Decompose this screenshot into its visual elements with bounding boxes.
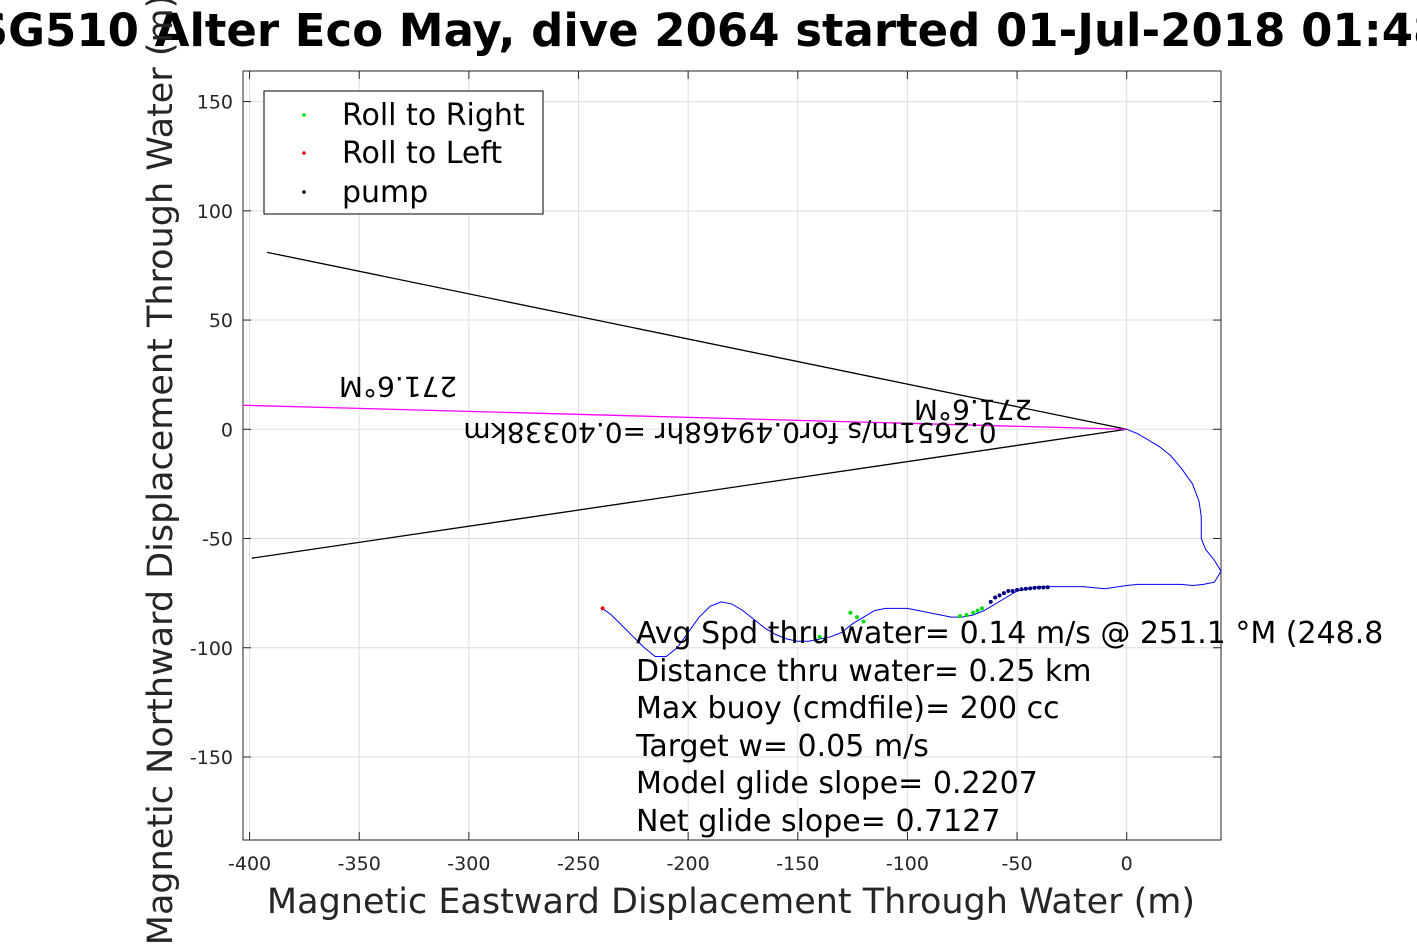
- annotation-avg-speed: Avg Spd thru water= 0.14 m/s @ 251.1 °M …: [636, 616, 1383, 651]
- legend-label-roll-right: Roll to Right: [342, 98, 525, 133]
- x-tick-label: -100: [886, 853, 929, 875]
- y-tick-label: 100: [197, 201, 233, 223]
- pump-point: [997, 593, 1002, 598]
- heading-label-near: 271.6°M: [914, 393, 1032, 426]
- roll-to-right-point: [854, 615, 859, 620]
- annotation-model-glide: Model glide slope= 0.2207: [636, 766, 1038, 801]
- y-tick-label: 150: [197, 92, 233, 114]
- annotation-max-buoy: Max buoy (cmdfile)= 200 cc: [636, 691, 1060, 726]
- cone-upper: [266, 251, 1127, 430]
- pump-point: [1032, 585, 1037, 590]
- annotation-distance: Distance thru water= 0.25 km: [636, 654, 1091, 689]
- pump-point: [1015, 587, 1020, 592]
- cone-lower: [251, 428, 1127, 559]
- flipped-labels: 271.6°M 271.6°M 0.2651m/s for0.49468hr =…: [339, 370, 1032, 449]
- legend: Roll to Right Roll to Left pump: [263, 90, 544, 215]
- pump-point: [1006, 588, 1011, 593]
- heading-line: [242, 404, 1127, 430]
- plot-area-frame: [242, 70, 1222, 841]
- y-tick-label: -50: [202, 529, 233, 551]
- roll-to-right-point: [861, 619, 866, 624]
- roll-to-right-point: [979, 606, 984, 611]
- roll-to-right-point: [958, 614, 963, 619]
- roll-to-right-point: [971, 610, 976, 615]
- pump-point: [993, 595, 998, 600]
- pump-point: [988, 599, 993, 604]
- legend-marker-pump: [302, 190, 306, 194]
- y-axis-label: Magnetic Northward Displacement Through …: [141, 0, 181, 945]
- pump-point: [1023, 586, 1028, 591]
- roll-to-left-point: [600, 606, 605, 611]
- y-tick-label: 50: [209, 310, 233, 332]
- x-tick-label: -250: [557, 853, 600, 875]
- pump-point: [1041, 585, 1046, 590]
- annotation-target-w: Target w= 0.05 m/s: [635, 729, 929, 764]
- legend-label-roll-left: Roll to Left: [342, 136, 502, 171]
- y-tick-label: -150: [190, 747, 233, 769]
- legend-marker-roll-left: [302, 151, 306, 155]
- roll-to-right-point: [848, 610, 853, 615]
- legend-box: [263, 90, 544, 215]
- x-tick-label: -50: [1002, 853, 1033, 875]
- points-layer: [600, 585, 1050, 639]
- chart-title: SG510 Alter Eco May, dive 2064 started 0…: [0, 4, 1417, 57]
- x-tick-label: -350: [338, 853, 381, 875]
- pump-point: [1028, 586, 1033, 591]
- pump-point: [1045, 585, 1050, 590]
- roll-to-right-point: [817, 634, 822, 639]
- axis-ticks: -400 -350 -300 -250 -200 -150 -100 -50 0 150 100 50…: [190, 71, 1221, 875]
- annotation-block: Avg Spd thru water= 0.14 m/s @ 251.1 °M …: [635, 616, 1383, 839]
- y-tick-label: 0: [221, 419, 233, 441]
- track-line: [602, 428, 1222, 657]
- x-tick-label: -400: [228, 853, 271, 875]
- heading-label-far: 271.6°M: [339, 370, 457, 403]
- x-tick-label: -300: [447, 853, 490, 875]
- x-axis-label: Magnetic Eastward Displacement Through W…: [267, 882, 1195, 922]
- y-tick-label: -100: [190, 638, 233, 660]
- current-label: 0.2651m/s for0.49468hr =0.40338km: [463, 416, 996, 449]
- pump-point: [1010, 588, 1015, 593]
- pump-point: [1019, 587, 1024, 592]
- pump-point: [1036, 585, 1041, 590]
- legend-marker-roll-right: [302, 113, 306, 117]
- roll-to-right-point: [964, 612, 969, 617]
- reference-lines: [242, 251, 1127, 559]
- x-tick-label: 0: [1121, 853, 1133, 875]
- x-tick-label: -200: [667, 853, 710, 875]
- pump-point: [1001, 591, 1006, 596]
- legend-label-pump: pump: [342, 175, 428, 210]
- x-tick-label: -150: [776, 853, 819, 875]
- roll-to-right-point: [975, 608, 980, 613]
- track-layer: [602, 428, 1222, 657]
- annotation-net-glide: Net glide slope= 0.7127: [636, 804, 1000, 839]
